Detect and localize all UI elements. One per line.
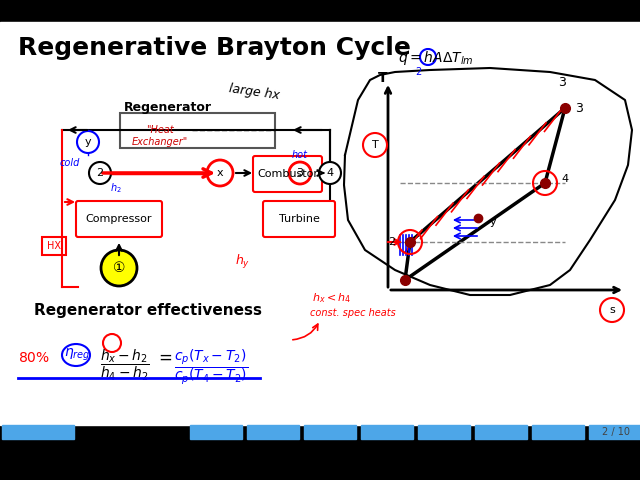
Text: ①: ① <box>113 261 125 275</box>
Circle shape <box>319 162 341 184</box>
Bar <box>361 425 413 439</box>
Text: Compressor: Compressor <box>86 214 152 224</box>
Bar <box>304 425 356 439</box>
Circle shape <box>77 131 99 153</box>
Text: cold: cold <box>60 158 81 168</box>
Text: 2: 2 <box>415 67 421 77</box>
Circle shape <box>363 133 387 157</box>
Text: y: y <box>84 137 92 147</box>
Text: large hx: large hx <box>228 82 280 102</box>
Circle shape <box>207 160 233 186</box>
Text: "Heat
Exchanger": "Heat Exchanger" <box>132 125 188 147</box>
Text: 2: 2 <box>388 237 396 247</box>
Text: $h_x < h_4$: $h_x < h_4$ <box>312 291 351 305</box>
Text: Turbine: Turbine <box>278 214 319 224</box>
Text: $\dfrac{c_p(T_x - T_2)}{c_p(T_4 - T_2)}$: $\dfrac{c_p(T_x - T_2)}{c_p(T_4 - T_2)}$ <box>174 348 248 387</box>
Text: $80\%$: $80\%$ <box>18 351 50 365</box>
Bar <box>475 425 527 439</box>
Text: Regenerator effectiveness: Regenerator effectiveness <box>34 302 262 317</box>
Text: $\eta_{reg}$: $\eta_{reg}$ <box>64 347 91 363</box>
Bar <box>532 425 584 439</box>
Text: 3: 3 <box>296 168 303 178</box>
FancyBboxPatch shape <box>263 201 335 237</box>
Text: s: s <box>609 305 615 315</box>
FancyBboxPatch shape <box>76 201 162 237</box>
Bar <box>190 425 242 439</box>
Text: T: T <box>378 71 388 85</box>
FancyBboxPatch shape <box>253 156 322 192</box>
Circle shape <box>289 162 311 184</box>
Circle shape <box>89 162 111 184</box>
Text: hot: hot <box>292 150 308 160</box>
Text: $\dfrac{h_x - h_2}{h_4 - h_2}$: $\dfrac{h_x - h_2}{h_4 - h_2}$ <box>100 348 150 383</box>
Bar <box>418 425 470 439</box>
Text: 2 / 10: 2 / 10 <box>602 427 630 437</box>
Text: 3: 3 <box>558 75 566 88</box>
Text: 2: 2 <box>97 168 104 178</box>
Text: =: = <box>158 349 172 367</box>
Text: 4: 4 <box>326 168 333 178</box>
Text: T: T <box>372 140 378 150</box>
Bar <box>247 425 299 439</box>
Bar <box>589 425 640 439</box>
Text: $h_2$: $h_2$ <box>110 181 122 195</box>
Bar <box>0 22 640 425</box>
Text: x: x <box>217 168 223 178</box>
Bar <box>0 0 640 22</box>
Bar <box>120 113 275 148</box>
Text: Regenerator: Regenerator <box>124 101 212 115</box>
Circle shape <box>101 250 137 286</box>
Bar <box>0 458 640 480</box>
Bar <box>42 237 66 255</box>
Text: $q = hA\Delta T_{lm}$: $q = hA\Delta T_{lm}$ <box>398 49 474 67</box>
Text: y: y <box>490 217 497 227</box>
Bar <box>2 425 74 439</box>
Circle shape <box>600 298 624 322</box>
Text: HX: HX <box>47 241 61 251</box>
Text: 4: 4 <box>561 174 568 184</box>
Text: Regenerative Brayton Cycle: Regenerative Brayton Cycle <box>18 36 411 60</box>
Text: 2: 2 <box>115 427 122 437</box>
Text: $h_y$: $h_y$ <box>235 253 250 271</box>
Text: const. spec heats: const. spec heats <box>310 308 396 318</box>
Text: Combustor: Combustor <box>257 169 319 179</box>
Text: 3: 3 <box>575 101 583 115</box>
